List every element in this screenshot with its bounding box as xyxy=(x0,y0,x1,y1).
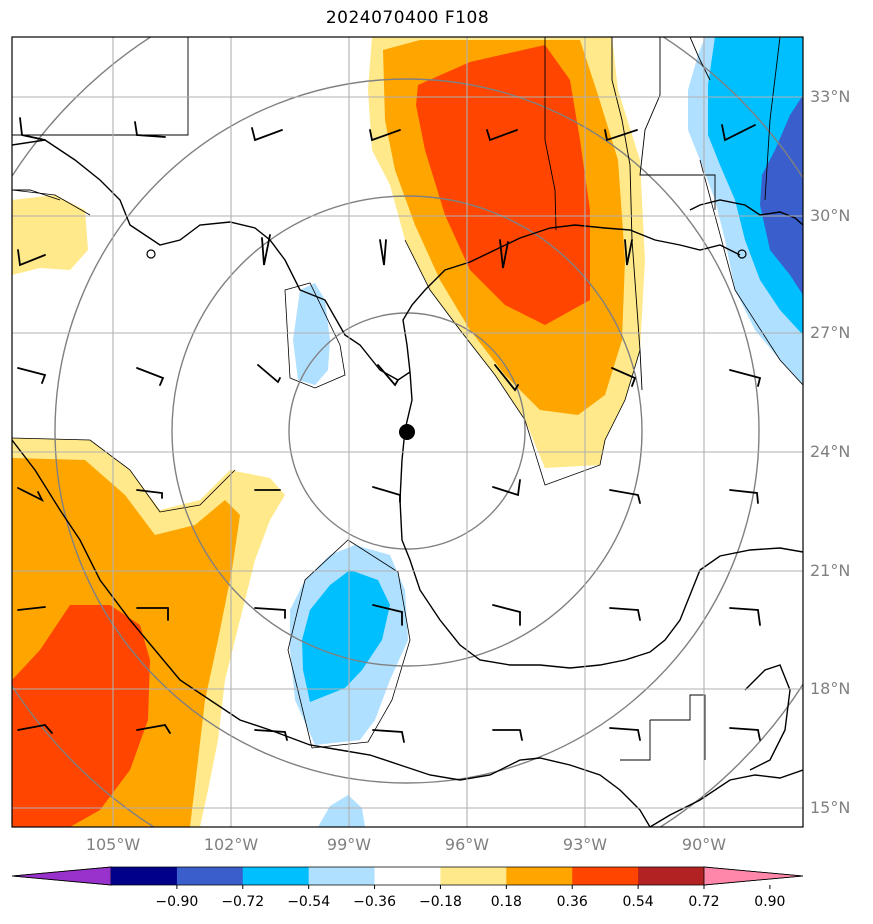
colorbar-tick-label: 0.36 xyxy=(557,894,588,910)
lon-label: 90°W xyxy=(682,835,726,854)
range-rings xyxy=(12,37,803,827)
lon-label: 93°W xyxy=(563,835,607,854)
colorbar-tick-label: 0.90 xyxy=(754,894,785,910)
lat-label: 24°N xyxy=(810,442,850,461)
colorbar-tick-label: −0.90 xyxy=(155,894,198,910)
lat-label: 15°N xyxy=(810,798,850,817)
lon-label: 105°W xyxy=(86,835,141,854)
graticule xyxy=(12,37,803,827)
positive-anomaly-west xyxy=(12,195,88,275)
lat-label: 30°N xyxy=(810,206,850,225)
latitude-labels: 33°N 30°N 27°N 24°N 21°N 18°N 15°N xyxy=(810,87,850,817)
map-content xyxy=(12,37,803,827)
island-marker xyxy=(146,249,156,259)
colorbar-tick-label: 0.72 xyxy=(688,894,719,910)
wind-barbs xyxy=(17,117,762,743)
negative-anomaly-south-core xyxy=(302,570,390,702)
colorbar-segment xyxy=(440,867,507,885)
colorbar-extend-high xyxy=(703,866,804,886)
lon-label: 102°W xyxy=(204,835,259,854)
colorbar-tick-label: −0.72 xyxy=(221,894,264,910)
lat-label: 21°N xyxy=(810,561,850,580)
negative-anomaly-bottom xyxy=(318,795,365,827)
negative-anomaly-east-core xyxy=(760,95,803,295)
colorbar-segment xyxy=(176,867,244,885)
figure-title: 2024070400 F108 xyxy=(325,8,490,28)
shading-layer xyxy=(12,37,803,827)
colorbar-tick-label: 0.54 xyxy=(623,894,654,910)
colorbar-tick-label: 0.18 xyxy=(491,894,522,910)
colorbar-segment xyxy=(308,867,376,885)
colorbar-tick-label: −0.36 xyxy=(353,894,396,910)
lat-label: 33°N xyxy=(810,87,850,106)
negative-anomaly-central xyxy=(293,283,330,385)
positive-anomaly-north-core xyxy=(416,45,590,325)
island-marker xyxy=(737,249,747,259)
colorbar-segment xyxy=(374,867,441,885)
colorbar: −0.90 −0.72 −0.54 −0.36 −0.18 0.18 0.36 0.54 0.7… xyxy=(11,866,804,910)
lat-label: 18°N xyxy=(810,679,850,698)
map-frame xyxy=(11,36,804,828)
lon-label: 96°W xyxy=(445,835,489,854)
storm-center-marker xyxy=(399,424,415,440)
coastlines xyxy=(12,139,803,827)
positive-anomaly-southwest-core xyxy=(12,605,150,827)
colorbar-segment xyxy=(506,867,573,885)
colorbar-segment xyxy=(572,867,639,885)
colorbar-segment xyxy=(111,867,178,885)
lon-label: 99°W xyxy=(327,835,371,854)
colorbar-tick-label: −0.18 xyxy=(419,894,462,910)
longitude-labels: 105°W 102°W 99°W 96°W 93°W 90°W xyxy=(86,835,726,854)
political-borders xyxy=(12,37,781,761)
colorbar-segment xyxy=(242,867,310,885)
lat-label: 27°N xyxy=(810,323,850,342)
colorbar-tick-label: −0.54 xyxy=(287,894,330,910)
colorbar-segment xyxy=(638,867,705,885)
colorbar-extend-low xyxy=(11,866,112,886)
colorbar-outline xyxy=(11,866,804,886)
